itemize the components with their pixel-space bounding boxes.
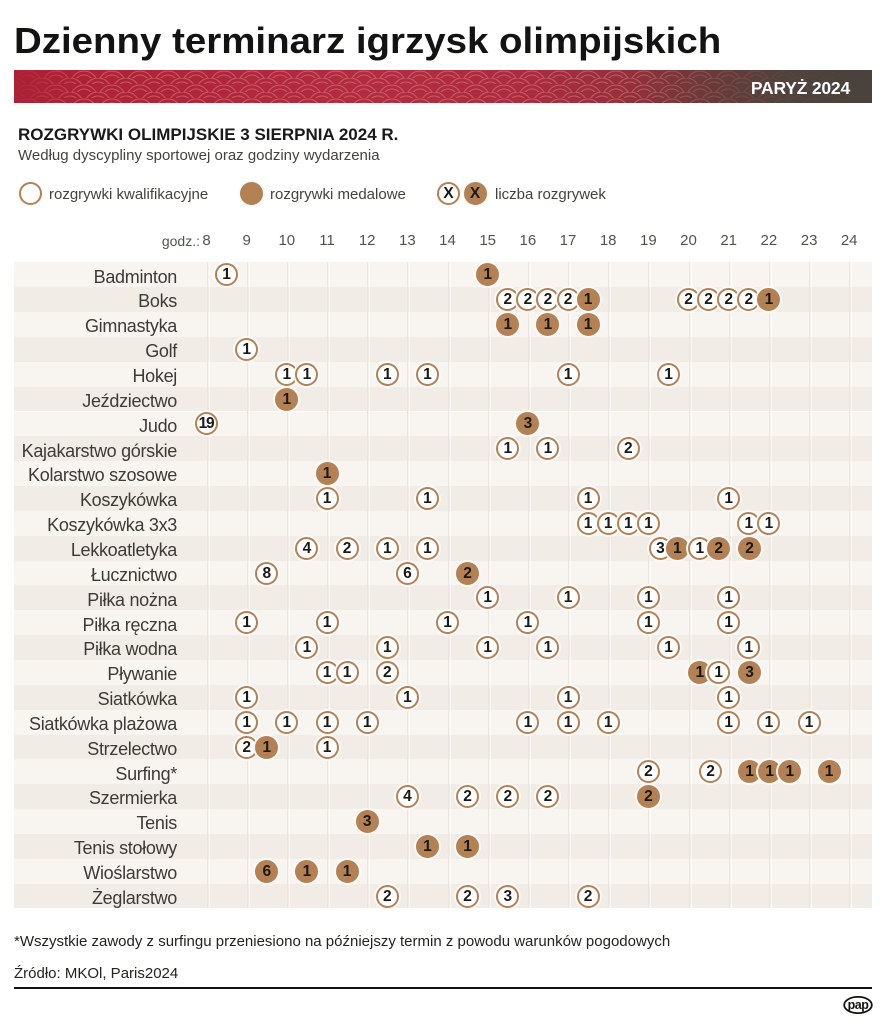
svg-text:pap: pap (848, 998, 870, 1012)
svg-text:PARYŻ 2024: PARYŻ 2024 (751, 78, 851, 98)
